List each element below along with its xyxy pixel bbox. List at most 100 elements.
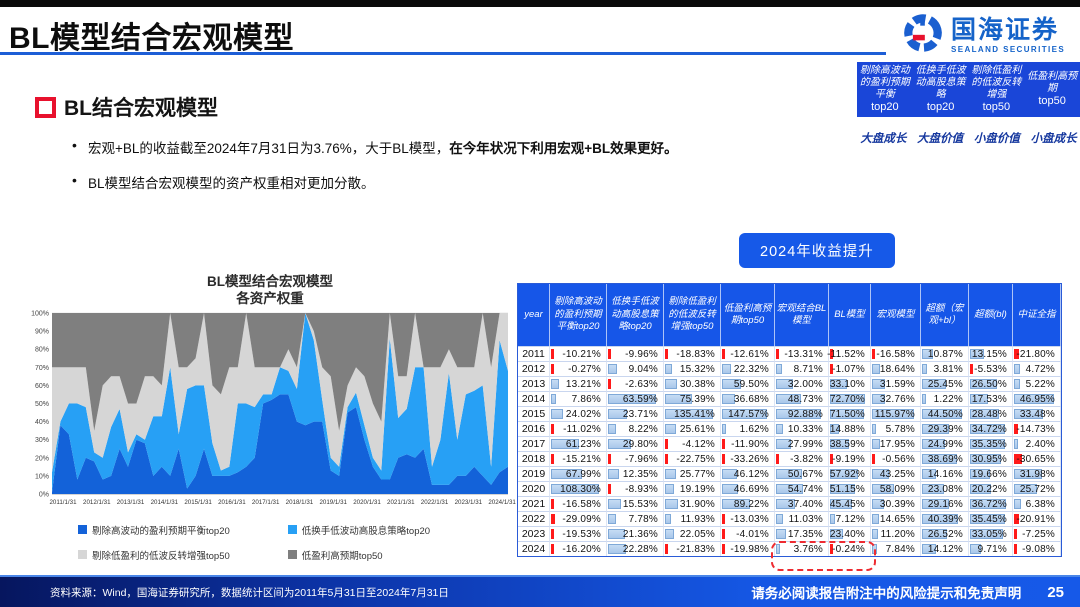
- value-cell: 13.21%: [550, 376, 607, 391]
- value-cell: -0.27%: [550, 361, 607, 376]
- value-cell: 50.67%: [775, 466, 829, 481]
- value-cell: 18.64%: [871, 361, 921, 376]
- value-cell: 29.16%: [921, 496, 969, 511]
- value-cell: 31.90%: [664, 496, 721, 511]
- year-cell: 2021: [518, 496, 550, 511]
- value-cell: 51.15%: [829, 481, 871, 496]
- value-cell: -16.58%: [871, 346, 921, 361]
- value-cell: 15.53%: [607, 496, 664, 511]
- value-cell: -4.01%: [721, 526, 775, 541]
- value-cell: 32.00%: [775, 376, 829, 391]
- value-cell: 11.93%: [664, 511, 721, 526]
- value-cell: -4.12%: [664, 436, 721, 451]
- svg-text:2015/1/31: 2015/1/31: [184, 499, 212, 506]
- year-cell: 2011: [518, 346, 550, 361]
- value-cell: 2.40%: [1013, 436, 1061, 451]
- svg-text:20%: 20%: [35, 455, 49, 462]
- svg-text:90%: 90%: [35, 328, 49, 335]
- value-cell: 45.45%: [829, 496, 871, 511]
- value-cell: 1.22%: [921, 391, 969, 406]
- svg-text:2012/1/31: 2012/1/31: [83, 499, 111, 506]
- svg-text:2019/1/31: 2019/1/31: [319, 499, 347, 506]
- table-row: 2023 -19.53% 21.36% 22.05% -4.01% 17.35% 23.40…: [518, 526, 1061, 541]
- value-cell: -7.96%: [607, 451, 664, 466]
- bullet-point-1: 宏观+BL的收益截至2024年7月31日为3.76%，大于BL模型，在今年状况下…: [72, 137, 678, 157]
- value-cell: 21.36%: [607, 526, 664, 541]
- svg-text:50%: 50%: [35, 401, 49, 408]
- value-cell: 6.38%: [1013, 496, 1061, 511]
- legend-item: 低换手低波动高股息策略top20: [287, 523, 430, 537]
- svg-text:2022/1/31: 2022/1/31: [421, 499, 449, 506]
- value-cell: 10.87%: [921, 346, 969, 361]
- value-cell: 22.28%: [607, 541, 664, 556]
- table-row: 2013 13.21% -2.63% 30.38% 59.50% 32.00% 33.10%…: [518, 376, 1061, 391]
- value-cell: 14.12%: [921, 541, 969, 556]
- value-cell: 23.71%: [607, 406, 664, 421]
- value-cell: 31.59%: [871, 376, 921, 391]
- value-cell: 72.70%: [829, 391, 871, 406]
- year-cell: 2016: [518, 421, 550, 436]
- value-cell: 115.97%: [871, 406, 921, 421]
- value-cell: 43.25%: [871, 466, 921, 481]
- value-cell: 28.48%: [969, 406, 1013, 421]
- section-heading: BL结合宏观模型: [35, 92, 218, 122]
- value-cell: 58.09%: [871, 481, 921, 496]
- value-cell: 20.22%: [969, 481, 1013, 496]
- svg-text:10%: 10%: [35, 473, 49, 480]
- value-cell: 3.81%: [921, 361, 969, 376]
- value-cell: -15.21%: [550, 451, 607, 466]
- legend-item: 低盈利高预期top50: [287, 548, 430, 562]
- table-header-cell: 剔除高波动的盈利预期平衡top20: [550, 284, 607, 346]
- value-cell: -16.58%: [550, 496, 607, 511]
- svg-text:40%: 40%: [35, 419, 49, 426]
- value-cell: 36.72%: [969, 496, 1013, 511]
- svg-text:2017/1/31: 2017/1/31: [252, 499, 280, 506]
- value-cell: 10.33%: [775, 421, 829, 436]
- year-cell: 2024: [518, 541, 550, 556]
- value-cell: -20.91%: [1013, 511, 1061, 526]
- svg-text:2013/1/31: 2013/1/31: [117, 499, 145, 506]
- 2024-return-badge-button[interactable]: 2024年收益提升: [739, 233, 895, 268]
- value-cell: 37.40%: [775, 496, 829, 511]
- table-header-cell: 中证全指: [1013, 284, 1061, 346]
- value-cell: 17.35%: [775, 526, 829, 541]
- value-cell: 23.08%: [921, 481, 969, 496]
- value-cell: -21.80%: [1013, 346, 1061, 361]
- year-cell: 2014: [518, 391, 550, 406]
- table-row: 2012 -0.27% 9.04% 15.32% 22.32% 8.71% -1.07% 18…: [518, 361, 1061, 376]
- svg-text:2016/1/31: 2016/1/31: [218, 499, 246, 506]
- value-cell: -16.20%: [550, 541, 607, 556]
- table-header-row: year 剔除高波动的盈利预期平衡top20 低换手低波动高股息策略top20 剔除低…: [518, 284, 1061, 346]
- value-cell: -0.56%: [871, 451, 921, 466]
- table-header-cell: 低换手低波动高股息策略top20: [607, 284, 664, 346]
- disclaimer-text: 请务必阅读报告附注中的风险提示和免责声明: [751, 586, 1022, 601]
- value-cell: 14.88%: [829, 421, 871, 436]
- value-cell: 11.03%: [775, 511, 829, 526]
- value-cell: 5.78%: [871, 421, 921, 436]
- value-cell: 11.20%: [871, 526, 921, 541]
- table-header-cell: year: [518, 284, 550, 346]
- value-cell: -22.75%: [664, 451, 721, 466]
- table-row: 2011 -10.21% -9.96% -18.83% -12.61% -13.31% -1…: [518, 346, 1061, 361]
- chart-title: BL模型结合宏观模型 各资产权重: [207, 274, 333, 306]
- value-cell: 13.15%: [969, 346, 1013, 361]
- title-underline: [0, 52, 886, 55]
- sealand-logo-icon: [901, 11, 945, 60]
- value-cell: 147.57%: [721, 406, 775, 421]
- year-cell: 2012: [518, 361, 550, 376]
- value-cell: 14.16%: [921, 466, 969, 481]
- value-cell: 29.80%: [607, 436, 664, 451]
- year-cell: 2013: [518, 376, 550, 391]
- table-row: 2014 7.86% 63.59% 75.39% 36.68% 48.73% 72.70% 3…: [518, 391, 1061, 406]
- value-cell: 75.39%: [664, 391, 721, 406]
- value-cell: 26.50%: [969, 376, 1013, 391]
- value-cell: 4.72%: [1013, 361, 1061, 376]
- strategy-col: 低换手低波动高股息策略 top20: [915, 65, 966, 114]
- value-cell: 25.61%: [664, 421, 721, 436]
- value-cell: -33.26%: [721, 451, 775, 466]
- value-cell: 22.05%: [664, 526, 721, 541]
- value-cell: -13.03%: [721, 511, 775, 526]
- value-cell: 71.50%: [829, 406, 871, 421]
- svg-text:80%: 80%: [35, 346, 49, 353]
